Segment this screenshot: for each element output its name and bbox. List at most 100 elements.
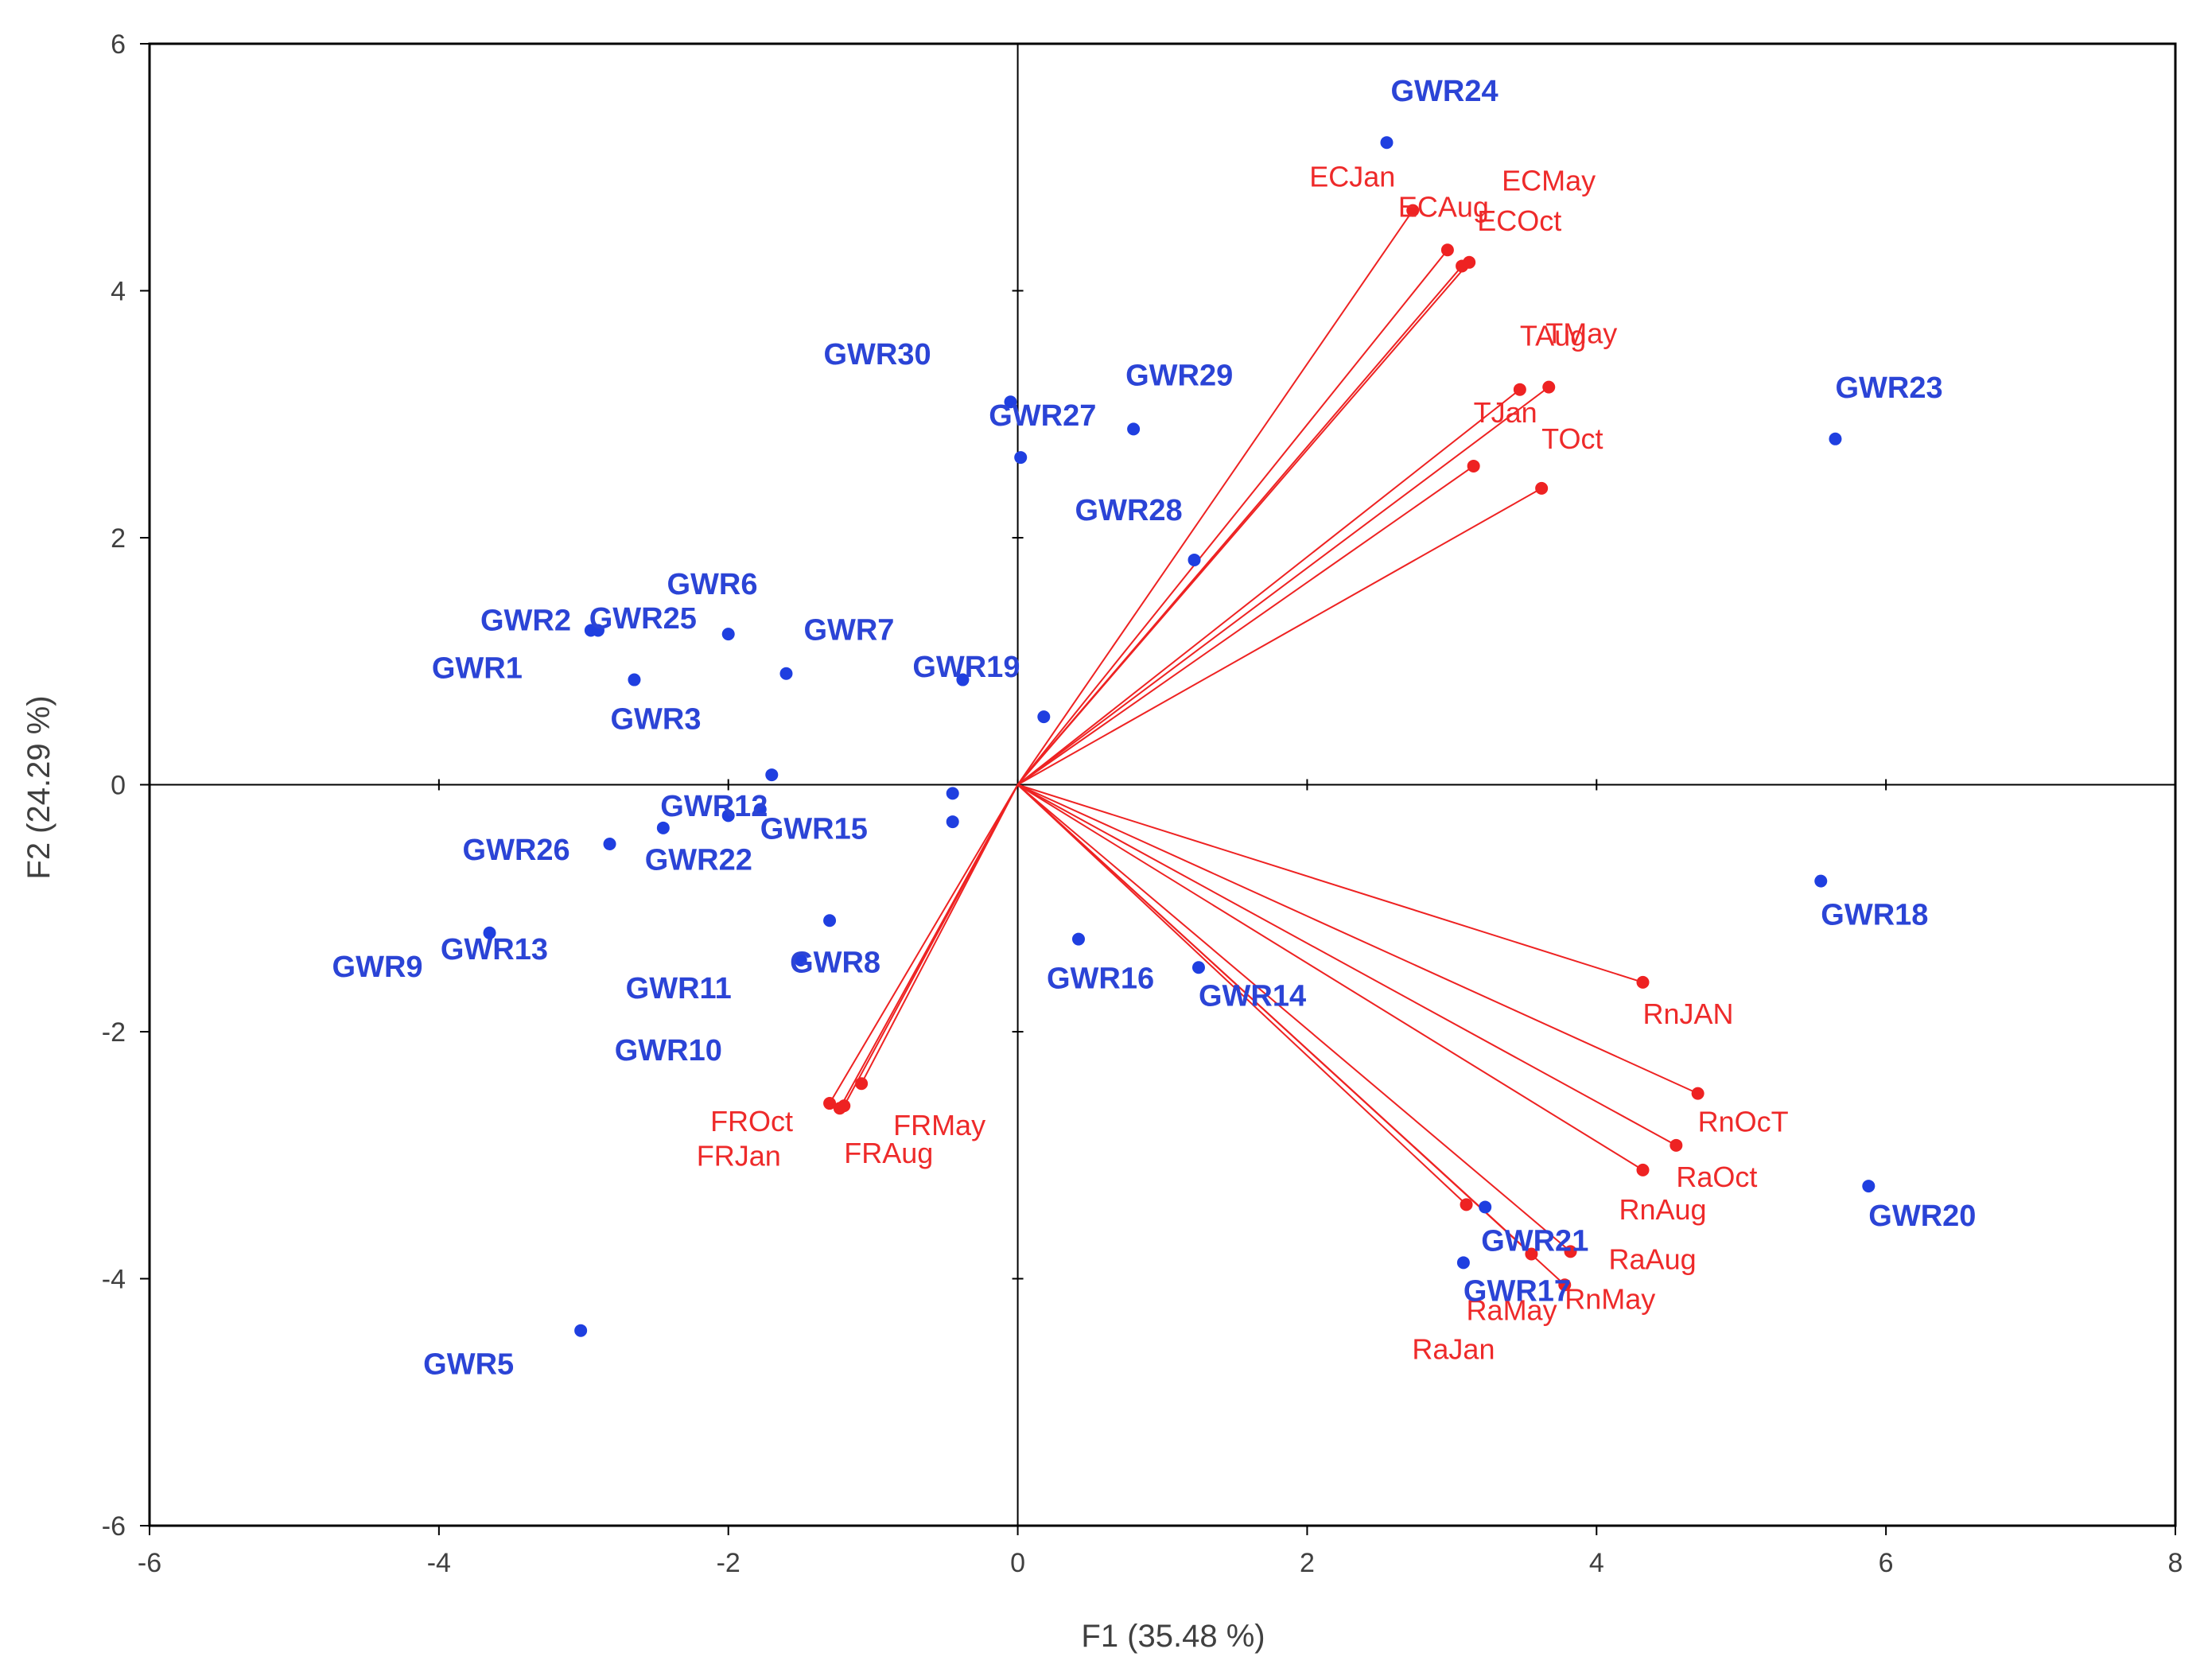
observation-point [1829,432,1842,445]
x-tick-label: 4 [1589,1548,1604,1578]
variable-vector-tip [838,1099,851,1113]
observation-label: GWR5 [423,1348,514,1382]
observation-point [1014,451,1028,465]
observation-label: GWR28 [1075,494,1183,527]
observation-label: GWR29 [1125,359,1233,392]
observation-point [1862,1180,1876,1193]
observation-point [1456,1256,1470,1270]
variable-vector-tip [1463,255,1476,269]
variable-vector-tip [1542,380,1556,394]
x-tick-label: 8 [2168,1548,2183,1578]
observation-label: GWR25 [589,602,697,636]
observation-label: GWR19 [912,651,1020,684]
observation-label: GWR26 [463,834,570,867]
observation-point [946,815,959,829]
variable-label: RaOct [1676,1161,1757,1193]
variable-vector [1016,249,1448,786]
x-tick-label: 2 [1300,1548,1315,1578]
variable-vector [1017,784,1677,1146]
variable-vector [1016,210,1414,786]
observation-label: GWR20 [1868,1200,1976,1233]
observation-label: GWR7 [803,614,894,648]
x-tick-label: -4 [427,1548,451,1578]
variable-vector-tip [1558,1278,1572,1292]
variable-label: RnMay [1565,1282,1655,1315]
observation-label: GWR30 [823,338,931,371]
observation-label: GWR24 [1390,75,1498,108]
y-tick-label: -4 [102,1265,126,1295]
variable-label: TMay [1545,317,1617,350]
variable-label: ECMay [1502,164,1596,196]
observation-points-group [483,136,1876,1337]
variable-vector-tip [1564,1245,1577,1258]
variable-vector [1017,784,1643,983]
variable-vector [1017,784,1699,1095]
variable-label: RaJan [1412,1332,1495,1365]
variable-vector-tip [1525,1247,1538,1261]
observation-point [956,673,970,686]
variable-vector-tip [1535,481,1549,495]
variable-vector-tip [1467,459,1480,472]
y-tick-label: 0 [111,771,126,801]
y-tick-label: 6 [111,29,126,60]
variable-label: TOct [1541,422,1603,455]
variable-vector-tip [1636,975,1650,989]
variable-vector-tip [1670,1138,1683,1152]
observation-labels-group: GWR24 GWR23 GWR18 GWR20 GWR21 GWR17 GWR16 GWR14… [332,75,1977,1382]
variable-vector-tip [855,1077,869,1091]
observation-point [1380,136,1394,150]
x-tick-label: 6 [1879,1548,1894,1578]
variable-vector-tip [1440,243,1454,257]
observation-point [1004,395,1017,409]
observation-point [1191,961,1205,974]
observation-point [1188,553,1201,566]
variable-vector [1016,262,1470,786]
observation-label: GWR18 [1821,899,1928,932]
y-tick-label: -6 [102,1511,126,1542]
observation-label: GWR27 [989,399,1096,433]
observation-label: GWR15 [760,813,868,846]
observation-point [946,787,959,800]
variable-label: RnOcT [1698,1106,1789,1138]
variable-vector [1016,784,1533,1255]
variable-vector [1016,784,1572,1253]
observation-point [483,926,496,939]
variable-label: RnAug [1619,1193,1707,1226]
variable-vector [1016,388,1521,786]
observation-point [794,953,807,966]
observation-label: GWR2 [480,604,571,637]
observation-point [574,1324,588,1337]
variable-vector-tip [1636,1163,1650,1176]
variable-label: FROct [710,1105,793,1138]
observation-label: GWR16 [1047,962,1154,996]
variable-vector-tip [1460,1198,1473,1211]
observation-point [591,624,604,637]
x-axis-title: F1 (35.48 %) [1081,1619,1265,1654]
observation-label: GWR22 [645,843,752,877]
y-tick-label: 2 [111,523,126,554]
variable-label: ECAug [1398,190,1489,223]
variable-label: TAug [1520,320,1586,352]
observation-label: GWR17 [1464,1274,1571,1308]
variable-label: TJan [1474,396,1537,429]
y-axis-title: F2 (24.29 %) [21,695,56,879]
observation-label: GWR8 [790,946,880,979]
variable-vector-tip [1691,1087,1705,1100]
observation-label: GWR1 [432,651,523,685]
observation-point [1071,932,1085,946]
variable-vector [829,784,1019,1104]
observation-label: GWR21 [1481,1224,1588,1258]
observation-point [779,667,793,680]
y-tick-label: 4 [111,277,126,307]
variable-label: ECOct [1477,204,1561,237]
observation-label: GWR23 [1835,371,1942,405]
variable-vector [1016,465,1475,786]
variable-label: RaMay [1467,1293,1557,1326]
observation-label: GWR10 [615,1034,722,1068]
variable-label: FRAug [844,1137,933,1169]
observation-point [1127,422,1141,436]
variable-vector-tip [1406,204,1420,217]
observation-point [823,914,837,928]
observation-label: GWR3 [610,703,701,737]
